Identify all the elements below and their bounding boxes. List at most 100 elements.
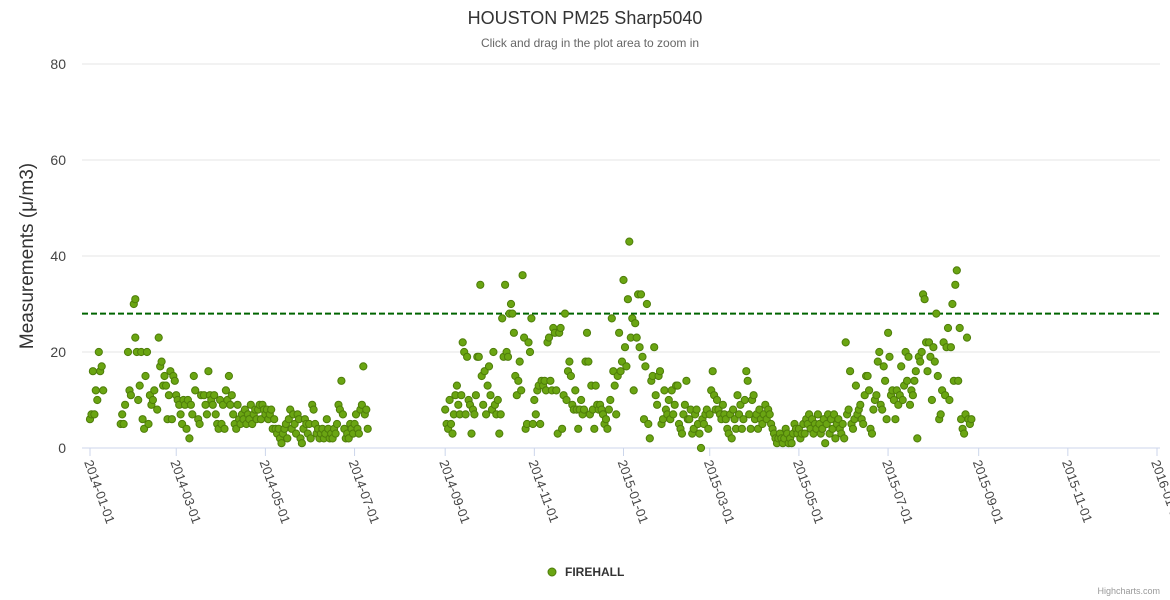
legend-label[interactable]: FIREHALL bbox=[565, 565, 624, 579]
data-point[interactable] bbox=[574, 424, 583, 433]
data-point[interactable] bbox=[943, 323, 953, 333]
data-point[interactable] bbox=[867, 429, 877, 438]
data-point[interactable] bbox=[946, 343, 956, 352]
data-point[interactable] bbox=[470, 410, 479, 419]
data-point[interactable] bbox=[840, 434, 849, 443]
data-point[interactable] bbox=[859, 419, 868, 429]
data-point[interactable] bbox=[359, 362, 368, 371]
data-point[interactable] bbox=[655, 367, 665, 376]
data-point[interactable] bbox=[141, 371, 150, 381]
data-point[interactable] bbox=[188, 410, 197, 419]
data-point[interactable] bbox=[204, 367, 213, 376]
data-point[interactable] bbox=[682, 376, 691, 385]
data-point[interactable] bbox=[524, 338, 533, 347]
data-point[interactable] bbox=[929, 343, 938, 352]
data-point[interactable] bbox=[123, 347, 133, 357]
data-point[interactable] bbox=[270, 415, 279, 424]
data-point[interactable] bbox=[556, 323, 565, 333]
data-point[interactable] bbox=[283, 434, 292, 443]
data-point[interactable] bbox=[718, 400, 728, 409]
data-point[interactable] bbox=[531, 410, 540, 419]
data-point[interactable] bbox=[872, 391, 881, 400]
data-point[interactable] bbox=[952, 266, 961, 275]
data-point[interactable] bbox=[913, 434, 922, 443]
data-point[interactable] bbox=[601, 415, 611, 424]
data-point[interactable] bbox=[463, 352, 472, 361]
data-point[interactable] bbox=[954, 376, 963, 385]
data-point[interactable] bbox=[904, 352, 913, 361]
data-point[interactable] bbox=[727, 434, 736, 443]
data-point[interactable] bbox=[496, 410, 505, 419]
data-point[interactable] bbox=[202, 410, 211, 419]
data-point[interactable] bbox=[936, 410, 945, 419]
data-point[interactable] bbox=[911, 367, 920, 376]
data-point[interactable] bbox=[229, 410, 238, 419]
data-point[interactable] bbox=[642, 299, 652, 309]
data-point[interactable] bbox=[91, 386, 100, 395]
data-point[interactable] bbox=[94, 347, 103, 357]
data-point[interactable] bbox=[267, 405, 276, 414]
data-point[interactable] bbox=[869, 405, 878, 414]
data-point[interactable] bbox=[471, 391, 480, 400]
data-point[interactable] bbox=[821, 439, 830, 448]
data-point[interactable] bbox=[705, 410, 714, 419]
data-point[interactable] bbox=[138, 415, 147, 424]
data-point[interactable] bbox=[708, 367, 717, 376]
data-point[interactable] bbox=[579, 405, 589, 414]
data-point[interactable] bbox=[363, 424, 372, 433]
data-point[interactable] bbox=[903, 376, 912, 385]
data-point[interactable] bbox=[916, 357, 925, 366]
data-point[interactable] bbox=[530, 395, 539, 405]
data-point[interactable] bbox=[525, 347, 535, 357]
data-point[interactable] bbox=[910, 376, 919, 385]
data-point[interactable] bbox=[457, 391, 466, 400]
data-point[interactable] bbox=[746, 424, 755, 433]
data-point[interactable] bbox=[882, 415, 891, 424]
data-point[interactable] bbox=[742, 367, 751, 376]
data-point[interactable] bbox=[566, 371, 576, 381]
data-point[interactable] bbox=[645, 434, 654, 443]
data-point[interactable] bbox=[479, 400, 488, 409]
data-point[interactable] bbox=[454, 400, 463, 409]
data-point[interactable] bbox=[740, 395, 749, 405]
data-point[interactable] bbox=[622, 362, 631, 371]
data-point[interactable] bbox=[536, 419, 545, 429]
data-point[interactable] bbox=[150, 386, 159, 395]
data-point[interactable] bbox=[495, 429, 504, 438]
data-point[interactable] bbox=[680, 400, 690, 409]
data-point[interactable] bbox=[354, 429, 363, 438]
data-point[interactable] bbox=[189, 371, 198, 381]
data-point[interactable] bbox=[131, 333, 140, 342]
data-point[interactable] bbox=[787, 439, 796, 448]
data-point[interactable] bbox=[506, 299, 516, 309]
data-point[interactable] bbox=[486, 391, 495, 400]
data-point[interactable] bbox=[635, 343, 644, 352]
data-point[interactable] bbox=[582, 328, 592, 337]
data-point[interactable] bbox=[692, 405, 701, 414]
data-points[interactable] bbox=[85, 237, 976, 453]
data-point[interactable] bbox=[813, 410, 823, 419]
data-point[interactable] bbox=[844, 405, 853, 414]
data-point[interactable] bbox=[962, 333, 972, 342]
data-point[interactable] bbox=[841, 338, 850, 347]
data-point[interactable] bbox=[677, 429, 687, 438]
data-point[interactable] bbox=[577, 395, 586, 405]
data-point[interactable] bbox=[503, 352, 513, 361]
data-point[interactable] bbox=[932, 309, 941, 318]
data-point[interactable] bbox=[221, 386, 230, 395]
data-point[interactable] bbox=[501, 280, 510, 289]
data-point[interactable] bbox=[126, 391, 135, 400]
data-point[interactable] bbox=[518, 271, 527, 280]
data-point[interactable] bbox=[99, 386, 108, 395]
data-point[interactable] bbox=[508, 309, 517, 318]
data-point[interactable] bbox=[737, 424, 747, 433]
data-point[interactable] bbox=[208, 400, 217, 409]
data-point[interactable] bbox=[528, 419, 538, 429]
data-point[interactable] bbox=[560, 309, 570, 318]
data-point[interactable] bbox=[90, 410, 99, 419]
data-point[interactable] bbox=[669, 410, 678, 419]
data-point[interactable] bbox=[629, 386, 638, 395]
data-point[interactable] bbox=[517, 386, 526, 395]
data-point[interactable] bbox=[905, 400, 915, 409]
data-point[interactable] bbox=[898, 395, 907, 405]
